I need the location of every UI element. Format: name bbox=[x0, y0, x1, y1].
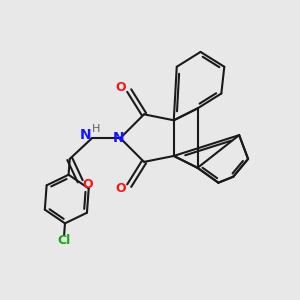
Text: O: O bbox=[82, 178, 93, 191]
Text: Cl: Cl bbox=[57, 234, 70, 247]
Text: H: H bbox=[92, 124, 101, 134]
Text: N: N bbox=[113, 131, 124, 145]
Text: O: O bbox=[116, 81, 126, 94]
Text: O: O bbox=[116, 182, 126, 195]
Text: N: N bbox=[80, 128, 91, 142]
